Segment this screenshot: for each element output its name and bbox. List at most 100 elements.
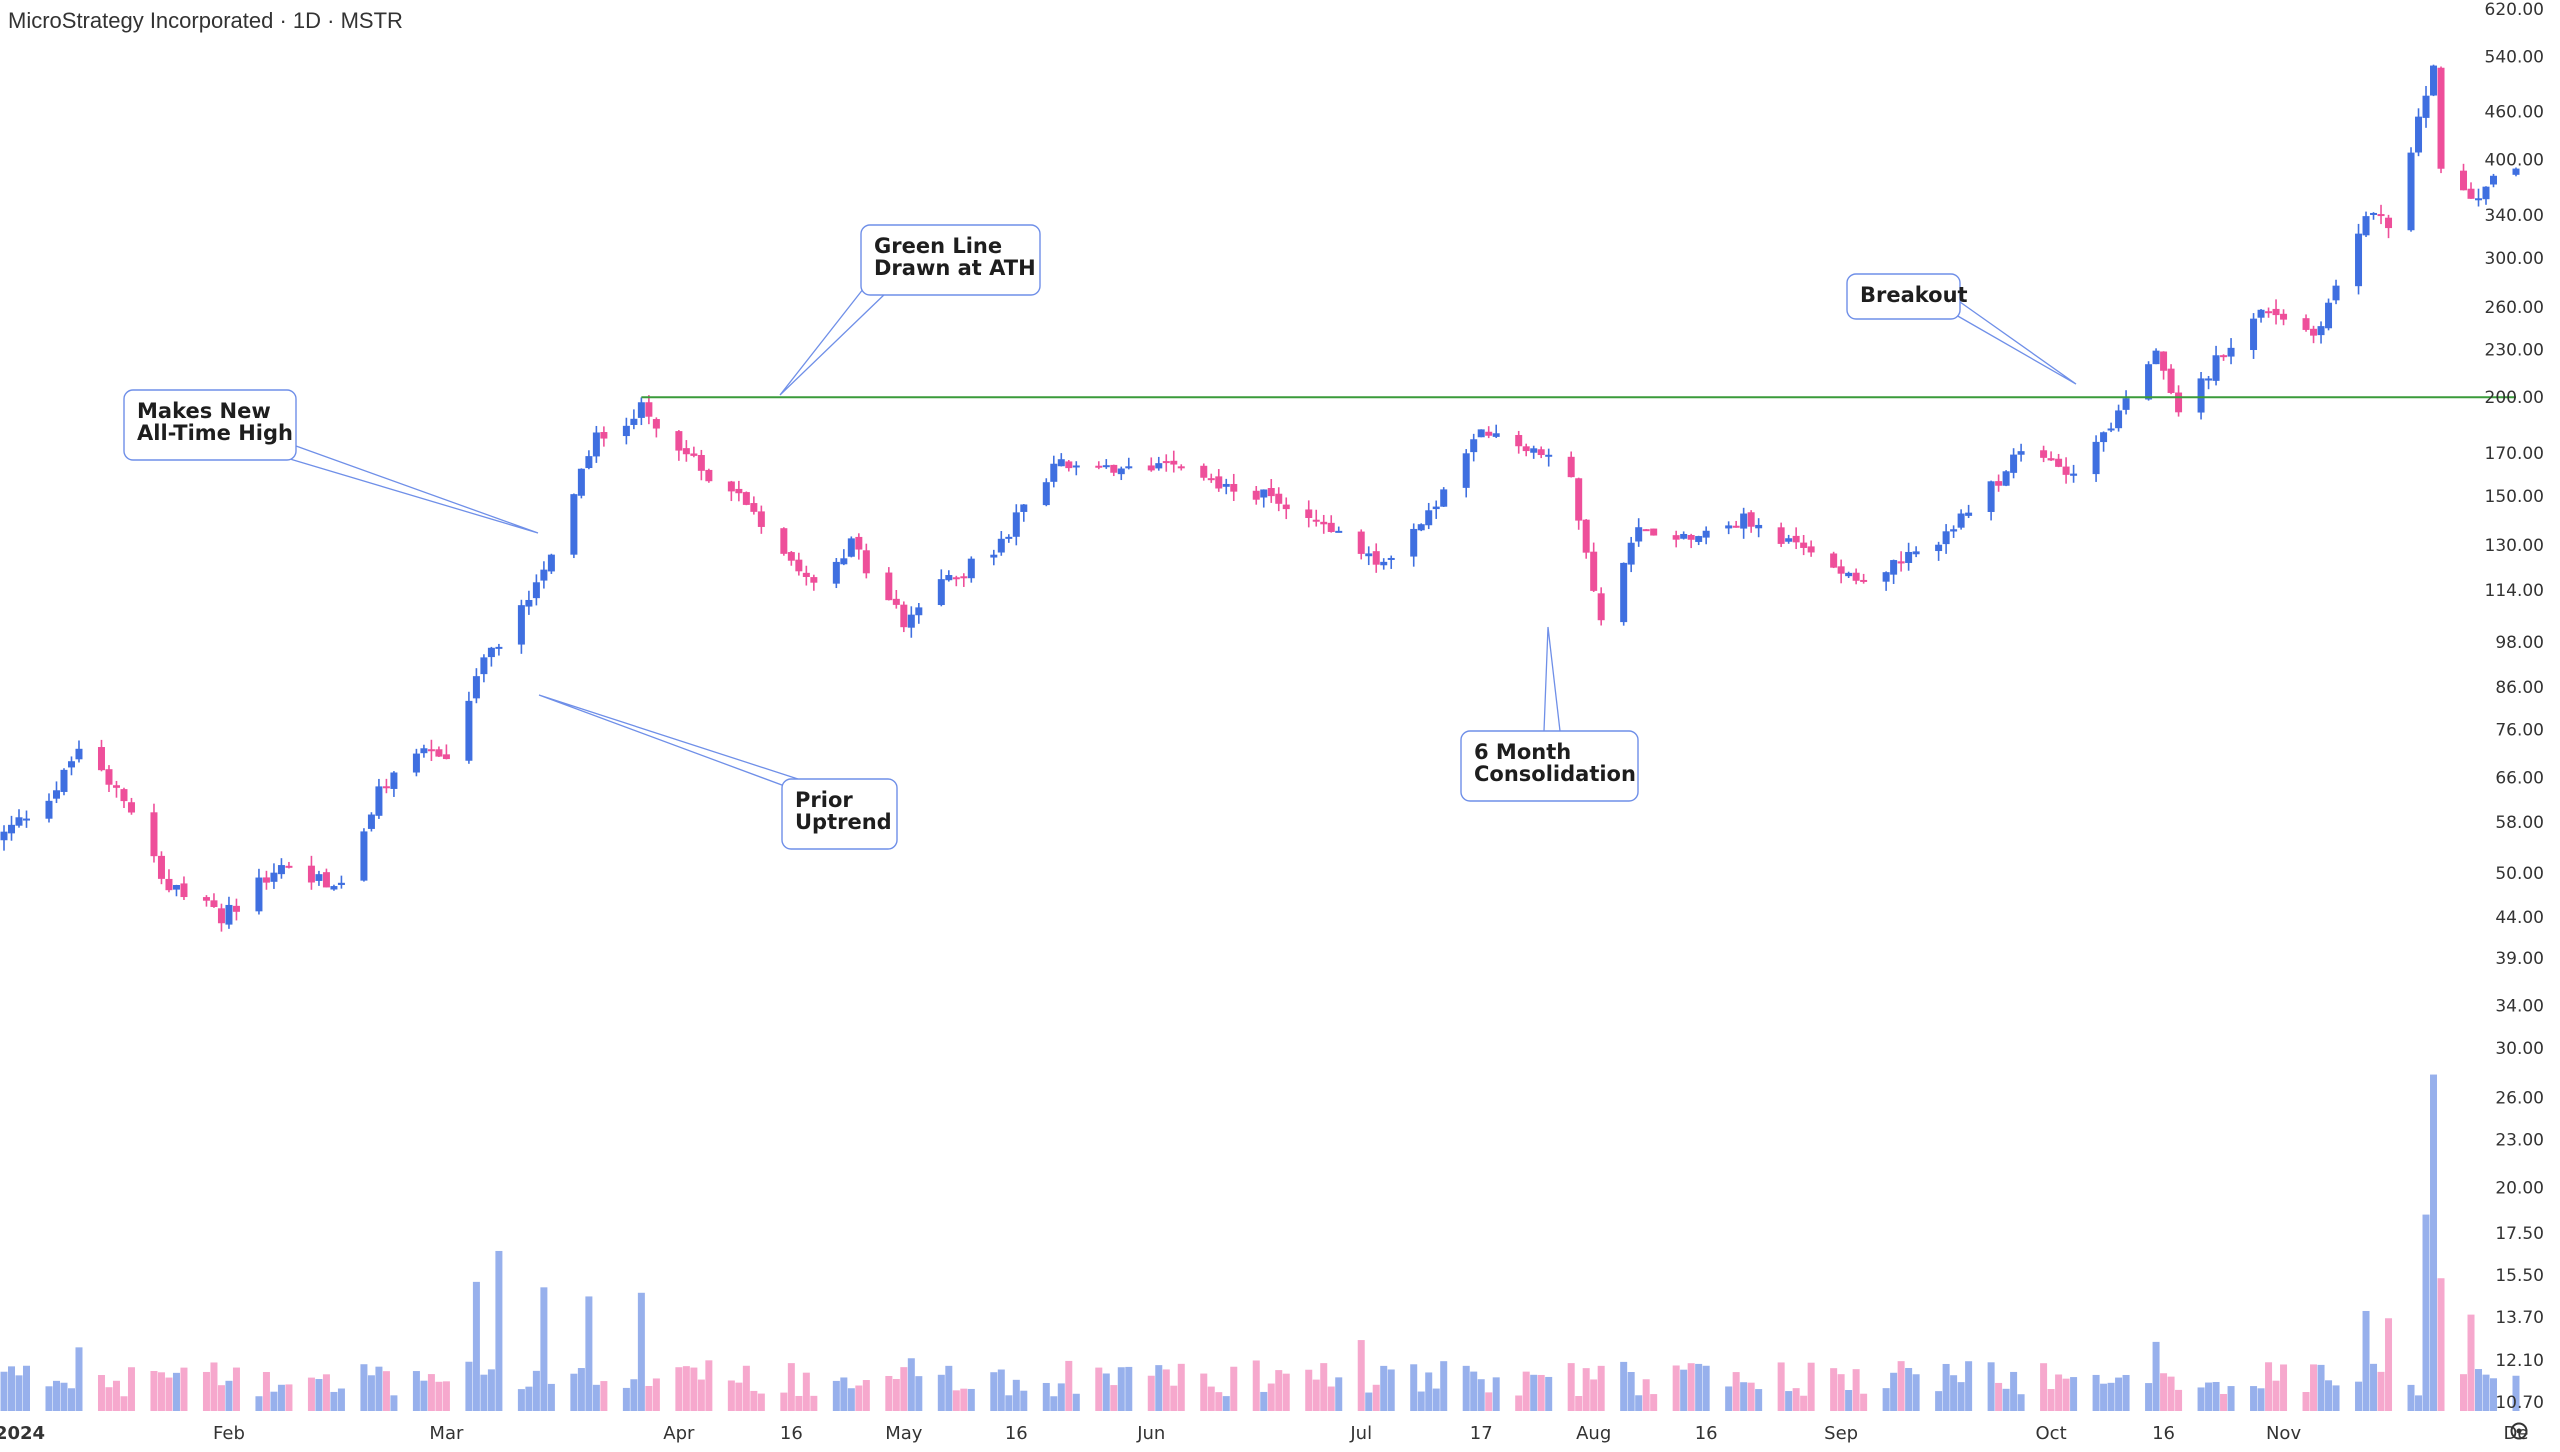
candle-body — [1912, 551, 1920, 555]
volume-bar — [2175, 1389, 2183, 1411]
volume-bar — [1305, 1369, 1313, 1411]
volume-bar — [630, 1379, 638, 1411]
volume-bar — [210, 1362, 218, 1411]
price-tick-label: 20.00 — [2495, 1178, 2544, 1198]
price-tick-label: 170.00 — [2485, 444, 2544, 464]
candle-body — [2280, 313, 2288, 320]
volume-bar — [1230, 1366, 1238, 1411]
candle-body — [2332, 285, 2340, 301]
volume-bar — [705, 1360, 713, 1411]
candle-body — [1837, 566, 1845, 574]
candle-body — [1830, 553, 1838, 568]
volume-bar — [480, 1374, 488, 1411]
candle-body — [285, 865, 293, 868]
price-tick-label: 44.00 — [2495, 908, 2544, 928]
candle-body — [1305, 509, 1313, 518]
candle-body — [487, 647, 495, 658]
candle-body — [1050, 463, 1058, 482]
candle-body — [2047, 458, 2055, 461]
volume-bar — [1860, 1393, 1868, 1411]
candle-body — [2512, 168, 2520, 175]
volume-bar — [2490, 1378, 2498, 1411]
candle-body — [1440, 489, 1448, 507]
candle-body — [1590, 551, 1598, 591]
candle-body — [780, 528, 788, 554]
volume-bar — [907, 1358, 915, 1411]
candle-body — [1635, 527, 1643, 542]
volume-bar — [420, 1380, 428, 1411]
candle-body — [1117, 468, 1125, 475]
candle-body — [1327, 522, 1335, 532]
candle-body — [465, 700, 473, 761]
candle-body — [1477, 429, 1485, 438]
volume-bar — [1125, 1366, 1133, 1411]
volume-bar — [2415, 1395, 2423, 1411]
candle-body — [2055, 458, 2063, 467]
volume-bar — [900, 1367, 908, 1411]
annotation-label: Makes New — [137, 399, 271, 423]
settings-icon[interactable] — [2510, 1422, 2528, 1440]
volume-bar — [1582, 1368, 1590, 1411]
price-tick-label: 66.00 — [2495, 769, 2544, 789]
volume-bar — [960, 1388, 968, 1411]
volume-bar — [2370, 1363, 2378, 1411]
candle-body — [1057, 459, 1065, 467]
volume-bar — [2272, 1380, 2280, 1411]
volume-bar — [1327, 1386, 1335, 1411]
volume-bar — [67, 1388, 75, 1411]
volume-bar — [360, 1364, 368, 1411]
volume-bar — [120, 1396, 128, 1411]
candle-body — [2167, 368, 2175, 393]
candle-body — [810, 577, 818, 583]
volume-bar — [1987, 1362, 1995, 1411]
candle-body — [1732, 525, 1740, 528]
volume-bar — [1837, 1374, 1845, 1411]
candle-body — [1417, 524, 1425, 531]
candle-body — [382, 786, 390, 789]
volume-bar — [1252, 1360, 1260, 1411]
volume-bar — [427, 1374, 435, 1411]
annotation-box — [123, 389, 297, 461]
candle-body — [1125, 466, 1133, 469]
candle-body — [1800, 542, 1808, 548]
candle-body — [795, 559, 803, 572]
volume-bar — [2250, 1386, 2258, 1411]
volume-bar — [1792, 1388, 1800, 1411]
volume-bar — [1177, 1363, 1185, 1411]
candle-body — [52, 790, 60, 799]
date-tick-label: Jul — [1349, 1423, 1372, 1444]
volume-bar — [2220, 1393, 2228, 1411]
candle-body — [412, 753, 420, 773]
candle-body — [1695, 536, 1703, 542]
candle-body — [480, 657, 488, 675]
candle-body — [2362, 216, 2370, 236]
annotation-box — [781, 778, 898, 850]
candle-body — [960, 576, 968, 579]
candle-body — [1207, 478, 1215, 481]
candle-body — [1230, 483, 1238, 492]
candle-body — [1545, 454, 1553, 457]
annotation-label: All-Time High — [137, 421, 293, 445]
volume-bar — [1012, 1379, 1020, 1411]
volume-bar — [742, 1365, 750, 1411]
volume-bar — [1425, 1372, 1433, 1411]
price-axis: 620.00 540.00 460.00 400.00 340.00 300.00 260.… — [2485, 0, 2544, 1413]
candle-body — [165, 878, 173, 891]
price-tick-label: 26.00 — [2495, 1088, 2544, 1108]
candle-body — [1432, 506, 1440, 510]
volume-bar — [1852, 1369, 1860, 1411]
candle-body — [7, 824, 15, 834]
volume-bar — [592, 1384, 600, 1411]
candle-body — [2100, 432, 2108, 443]
candle-body — [1380, 561, 1388, 566]
price-tick-label: 50.00 — [2495, 864, 2544, 884]
price-tick-label: 12.10 — [2495, 1351, 2544, 1371]
price-candles — [0, 64, 2520, 932]
volume-bar — [1620, 1361, 1628, 1411]
candle-body — [2062, 466, 2070, 475]
candle-body — [832, 561, 840, 584]
candle-body — [255, 877, 263, 912]
volume-bar — [2092, 1374, 2100, 1411]
volume-bar — [1477, 1379, 1485, 1411]
volume-bar — [832, 1380, 840, 1411]
